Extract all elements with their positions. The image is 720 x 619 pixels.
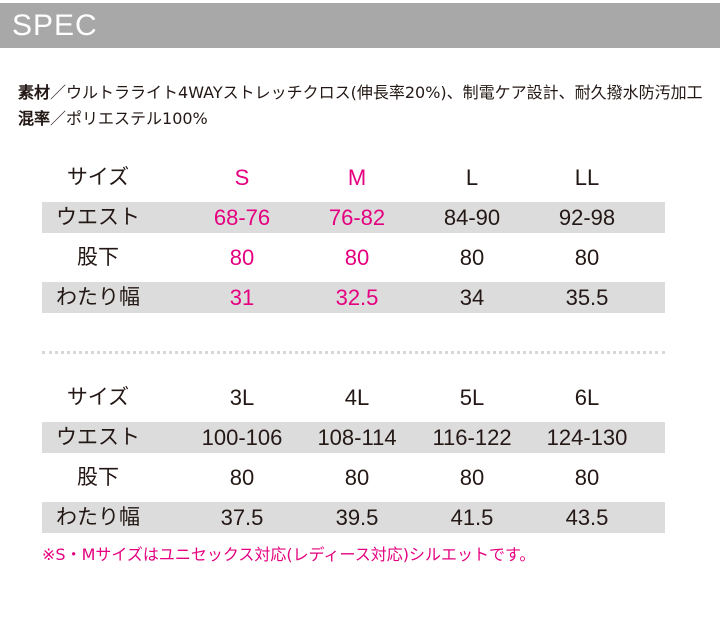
table-cell: 35.5 bbox=[565, 285, 609, 310]
material-text: ／ポリエステル100% bbox=[50, 109, 208, 128]
row-label: ウエスト bbox=[56, 205, 140, 229]
table-cell: 80 bbox=[459, 245, 485, 270]
row-label: わたり幅 bbox=[56, 285, 140, 309]
table-cell: 34 bbox=[459, 285, 485, 310]
table-cell: 76-82 bbox=[328, 205, 386, 230]
table-cell: 68-76 bbox=[213, 205, 271, 230]
header-bar: SPEC bbox=[0, 3, 720, 48]
table-cell: 116-122 bbox=[432, 425, 512, 450]
table-cell: 80 bbox=[459, 465, 485, 490]
row-label: 股下 bbox=[77, 465, 119, 489]
row-label: サイズ bbox=[66, 165, 130, 189]
table-cell: 41.5 bbox=[450, 505, 494, 530]
table-cell: 80 bbox=[574, 465, 600, 490]
material-text: ／ウルトラライト4WAYストレッチクロス(伸長率20%)、制電ケア設計、耐久撥水… bbox=[50, 83, 703, 102]
table-cell: 4L bbox=[344, 385, 370, 410]
table-row: 股下 80 80 80 80 bbox=[42, 242, 665, 273]
row-label: わたり幅 bbox=[56, 505, 140, 529]
table-cell: 37.5 bbox=[220, 505, 264, 530]
material-line: 混率／ポリエステル100% bbox=[18, 105, 208, 129]
table-row: わたり幅 37.5 39.5 41.5 43.5 bbox=[42, 502, 665, 533]
table-cell: 80 bbox=[229, 465, 255, 490]
table-cell: 108-114 bbox=[317, 425, 397, 450]
table-cell: 5L bbox=[459, 385, 485, 410]
table-row: わたり幅 31 32.5 34 35.5 bbox=[42, 282, 665, 313]
table-cell: LL bbox=[574, 165, 600, 190]
table-cell: 80 bbox=[229, 245, 255, 270]
row-label: 股下 bbox=[77, 245, 119, 269]
table-cell: 100-106 bbox=[201, 425, 283, 450]
table-cell: M bbox=[347, 165, 367, 190]
table-cell: 80 bbox=[574, 245, 600, 270]
table-cell: 80 bbox=[344, 465, 370, 490]
table-row: 股下 80 80 80 80 bbox=[42, 462, 665, 493]
table-cell: 6L bbox=[574, 385, 600, 410]
header-title: SPEC bbox=[12, 9, 98, 42]
table-cell: 124-130 bbox=[546, 425, 628, 450]
table-row: ウエスト 68-76 76-82 84-90 92-98 bbox=[42, 202, 665, 233]
material-label: 混率 bbox=[18, 109, 51, 128]
table-cell: 39.5 bbox=[335, 505, 379, 530]
table-cell: 92-98 bbox=[558, 205, 616, 230]
note: ※S・Mサイズはユニセックス対応(レディース対応)シルエットです。 bbox=[42, 545, 536, 564]
table-row: サイズ 3L 4L 5L 6L bbox=[42, 382, 665, 413]
table-cell: 43.5 bbox=[565, 505, 609, 530]
table-cell: 31 bbox=[229, 285, 255, 310]
material-line: 素材／ウルトラライト4WAYストレッチクロス(伸長率20%)、制電ケア設計、耐久… bbox=[18, 79, 703, 103]
divider bbox=[42, 351, 665, 354]
table-cell: 80 bbox=[344, 245, 370, 270]
row-label: ウエスト bbox=[56, 425, 140, 449]
table-cell: 3L bbox=[229, 385, 255, 410]
table-row: ウエスト 100-106 108-114 116-122 124-130 bbox=[42, 422, 665, 453]
table-cell: 32.5 bbox=[335, 285, 379, 310]
table-cell: 84-90 bbox=[443, 205, 501, 230]
table-row: サイズ S M L LL bbox=[42, 162, 665, 193]
material-label: 素材 bbox=[18, 83, 51, 102]
row-label: サイズ bbox=[66, 385, 130, 409]
table-cell: S bbox=[234, 165, 250, 190]
table-cell: L bbox=[465, 165, 479, 190]
